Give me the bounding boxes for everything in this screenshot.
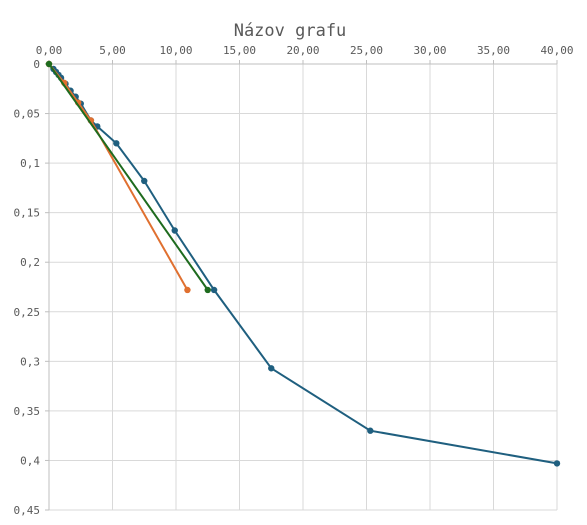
y-tick-label: 0,2 xyxy=(20,256,40,269)
series-group xyxy=(45,60,561,467)
x-tick-label: 35,00 xyxy=(477,44,510,57)
series-1-point xyxy=(268,365,275,372)
series-1-point xyxy=(210,286,218,294)
series-2 xyxy=(45,60,191,294)
series-1-line xyxy=(52,68,558,465)
x-tick-label: 20,00 xyxy=(286,44,319,57)
series-3 xyxy=(45,60,211,294)
series-3-line xyxy=(48,63,209,291)
series-1-point xyxy=(171,227,178,234)
series-1 xyxy=(50,65,561,467)
series-1-point xyxy=(141,177,148,185)
x-tick-labels: 0,00 5,00 10,00 15,00 20,00 25,00 30,00 35,00 40… xyxy=(36,44,574,57)
series-1-point xyxy=(367,427,374,434)
y-tick-label: 0,45 xyxy=(14,504,41,517)
x-tick-label: 10,00 xyxy=(159,44,192,57)
x-tick-label: 5,00 xyxy=(99,44,126,57)
y-tick-labels: 0 0,05 0,1 0,15 0,2 0,25 0,3 0,35 0,4 0,45 xyxy=(14,58,41,517)
y-tick-label: 0,25 xyxy=(14,306,41,319)
x-tick-label: 40,00 xyxy=(540,44,573,57)
axes xyxy=(45,60,558,511)
x-tick-label: 25,00 xyxy=(350,44,383,57)
series-1-point xyxy=(113,140,120,147)
y-tick-label: 0,1 xyxy=(20,157,40,170)
gridlines xyxy=(49,64,558,511)
series-3-point xyxy=(204,286,211,294)
x-tick-label: 15,00 xyxy=(223,44,256,57)
x-tick-label: 30,00 xyxy=(413,44,446,57)
y-tick-label: 0,05 xyxy=(14,108,41,121)
chart-title: Názov grafu xyxy=(234,21,347,41)
series-2-point xyxy=(184,286,191,294)
x-tick-label: 0,00 xyxy=(36,44,63,57)
y-tick-label: 0,35 xyxy=(14,405,41,418)
y-tick-label: 0,3 xyxy=(20,355,40,368)
series-1-point xyxy=(553,460,561,467)
series-2-line xyxy=(48,63,189,291)
y-tick-label: 0,15 xyxy=(14,207,41,220)
y-tick-label: 0,4 xyxy=(20,454,40,467)
y-tick-label: 0 xyxy=(33,58,40,71)
series-3-point xyxy=(45,60,53,68)
